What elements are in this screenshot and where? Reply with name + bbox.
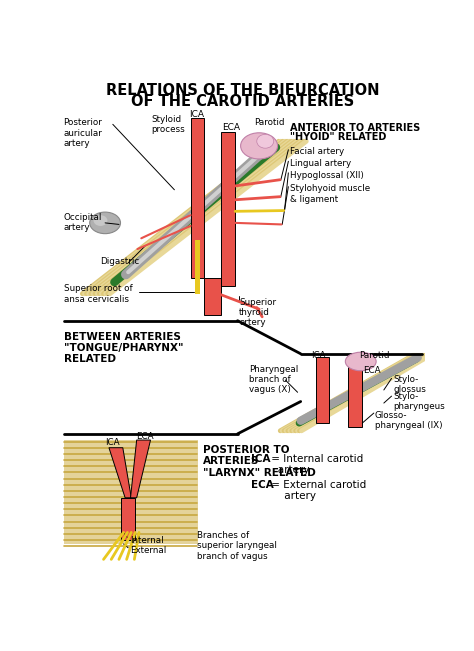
Bar xyxy=(121,498,135,540)
Text: Stylohyoid muscle
& ligament: Stylohyoid muscle & ligament xyxy=(290,184,370,204)
Text: Occipital
artery: Occipital artery xyxy=(64,213,102,232)
Text: Stylo-
glossus: Stylo- glossus xyxy=(393,374,426,394)
Ellipse shape xyxy=(93,215,108,226)
Text: Styloid
process: Styloid process xyxy=(151,115,185,135)
Text: Pharyngeal
branch of
vagus (X): Pharyngeal branch of vagus (X) xyxy=(249,365,298,395)
Text: ICA: ICA xyxy=(251,454,271,464)
Text: artery: artery xyxy=(267,491,316,501)
Ellipse shape xyxy=(257,134,273,148)
Text: Hypoglossal (XII): Hypoglossal (XII) xyxy=(290,171,364,180)
Text: Parotid: Parotid xyxy=(359,352,390,361)
Text: Digastric: Digastric xyxy=(100,256,140,266)
Bar xyxy=(64,440,198,544)
Text: Internal: Internal xyxy=(130,536,164,546)
Polygon shape xyxy=(130,440,151,498)
Text: artery: artery xyxy=(267,465,309,475)
Text: Posterior
auricular
artery: Posterior auricular artery xyxy=(64,118,102,148)
Text: Branches of
superior laryngeal
branch of vagus: Branches of superior laryngeal branch of… xyxy=(198,531,277,561)
Text: ANTERIOR TO ARTERIES: ANTERIOR TO ARTERIES xyxy=(290,123,420,133)
Text: ICA: ICA xyxy=(105,439,120,447)
Text: Glosso-
pharyngeal (IX): Glosso- pharyngeal (IX) xyxy=(374,411,442,430)
Text: ECA: ECA xyxy=(363,366,381,375)
Text: ECA: ECA xyxy=(222,123,240,132)
Text: ECA: ECA xyxy=(251,480,274,490)
Text: "HYOID" RELATED: "HYOID" RELATED xyxy=(290,132,386,142)
Text: POSTERIOR TO
ARTERIES
"LARYNX" RELATED: POSTERIOR TO ARTERIES "LARYNX" RELATED xyxy=(203,445,316,478)
Text: RELATED: RELATED xyxy=(64,353,116,364)
Text: BETWEEN ARTERIES: BETWEEN ARTERIES xyxy=(64,332,181,342)
Text: OF THE CAROTID ARTERIES: OF THE CAROTID ARTERIES xyxy=(131,94,355,109)
Polygon shape xyxy=(109,448,131,498)
Ellipse shape xyxy=(241,133,278,159)
Text: ICA: ICA xyxy=(310,352,325,361)
Text: ICA: ICA xyxy=(189,111,204,120)
Text: Facial artery: Facial artery xyxy=(290,147,344,156)
Bar xyxy=(221,132,235,286)
Text: Parotid: Parotid xyxy=(255,118,285,127)
Bar xyxy=(204,279,220,315)
Ellipse shape xyxy=(90,212,120,234)
Text: ECA: ECA xyxy=(136,432,154,441)
Text: = External carotid: = External carotid xyxy=(267,480,366,490)
Text: "TONGUE/PHARYNX": "TONGUE/PHARYNX" xyxy=(64,343,183,353)
Text: Stylo-
pharyngeus: Stylo- pharyngeus xyxy=(393,391,445,411)
Text: = Internal carotid: = Internal carotid xyxy=(267,454,363,464)
Bar xyxy=(195,240,200,294)
Text: External: External xyxy=(130,546,166,555)
Text: Lingual artery: Lingual artery xyxy=(290,159,351,168)
Bar xyxy=(348,367,362,427)
Ellipse shape xyxy=(346,352,376,370)
Bar xyxy=(191,118,204,279)
Bar xyxy=(316,357,329,423)
Text: RELATIONS OF THE BIFURCATION: RELATIONS OF THE BIFURCATION xyxy=(106,83,380,98)
Text: Superior root of
ansa cervicalis: Superior root of ansa cervicalis xyxy=(64,284,132,304)
Text: Superior
thyroid
artery: Superior thyroid artery xyxy=(239,298,276,327)
